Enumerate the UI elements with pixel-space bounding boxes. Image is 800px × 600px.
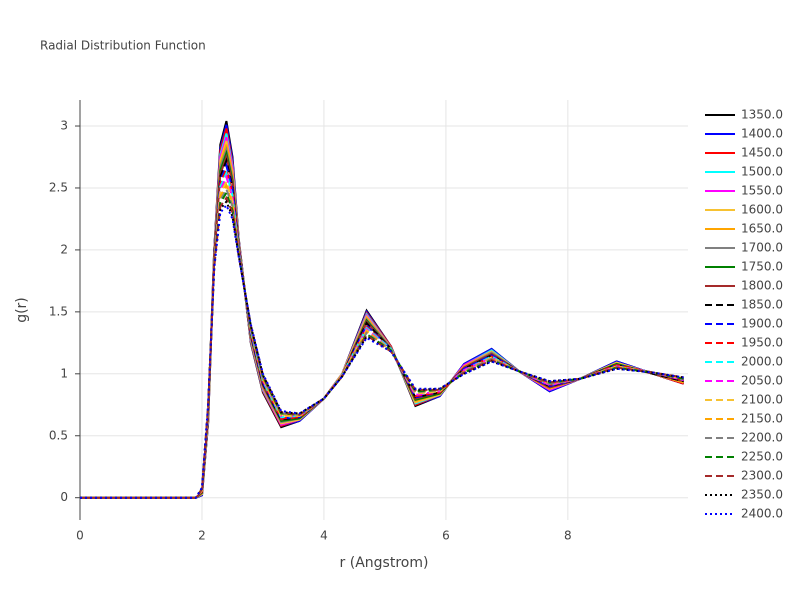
series-line — [80, 136, 684, 499]
legend-label: 2250.0 — [741, 450, 783, 464]
series-line — [80, 203, 684, 499]
y-tick-label: 2 — [60, 242, 68, 256]
y-tick-label: 0 — [60, 490, 68, 504]
series-line — [80, 149, 684, 499]
x-tick-label: 8 — [564, 529, 572, 543]
legend-label: 2150.0 — [741, 412, 783, 426]
legend-label: 1500.0 — [741, 165, 783, 179]
y-tick-label: 2.5 — [49, 180, 68, 194]
legend-label: 2400.0 — [741, 507, 783, 521]
legend-label: 2100.0 — [741, 393, 783, 407]
y-tick-label: 3 — [60, 119, 68, 133]
series-line — [80, 195, 684, 499]
series-line — [80, 153, 684, 499]
series-line — [80, 120, 685, 499]
x-tick-label: 4 — [320, 529, 328, 543]
legend-label: 1550.0 — [741, 184, 783, 198]
legend-label: 2050.0 — [741, 374, 783, 388]
x-tick-label: 2 — [198, 529, 206, 543]
legend-label: 1750.0 — [741, 260, 783, 274]
chart-title: Radial Distribution Function — [40, 39, 206, 53]
legend-label: 2350.0 — [741, 488, 783, 502]
series-line — [80, 128, 685, 499]
legend-label: 1700.0 — [741, 241, 783, 255]
legend-label: 1350.0 — [741, 108, 783, 122]
series-line — [80, 199, 684, 499]
legend-label: 2200.0 — [741, 431, 783, 445]
legend-label: 1800.0 — [741, 279, 783, 293]
legend-label: 2300.0 — [741, 469, 783, 483]
legend-label: 1850.0 — [741, 298, 783, 312]
legend-label: 1400.0 — [741, 127, 783, 141]
series-line — [80, 157, 684, 499]
y-axis-title: g(r) — [14, 297, 30, 323]
y-tick-label: 0.5 — [49, 428, 68, 442]
x-tick-label: 0 — [76, 529, 84, 543]
legend-label: 1900.0 — [741, 317, 783, 331]
series-line — [80, 145, 684, 499]
legend-label: 1950.0 — [741, 336, 783, 350]
y-tick-label: 1 — [60, 366, 68, 380]
legend-label: 1650.0 — [741, 222, 783, 236]
y-tick-label: 1.5 — [49, 304, 68, 318]
x-axis-title: r (Angstrom) — [340, 555, 429, 571]
series-line — [80, 140, 684, 499]
legend-label: 1600.0 — [741, 203, 783, 217]
series-line — [80, 144, 684, 499]
legend-label: 2000.0 — [741, 355, 783, 369]
legend-label: 1450.0 — [741, 146, 783, 160]
x-tick-label: 6 — [442, 529, 450, 543]
series-line — [80, 124, 685, 499]
